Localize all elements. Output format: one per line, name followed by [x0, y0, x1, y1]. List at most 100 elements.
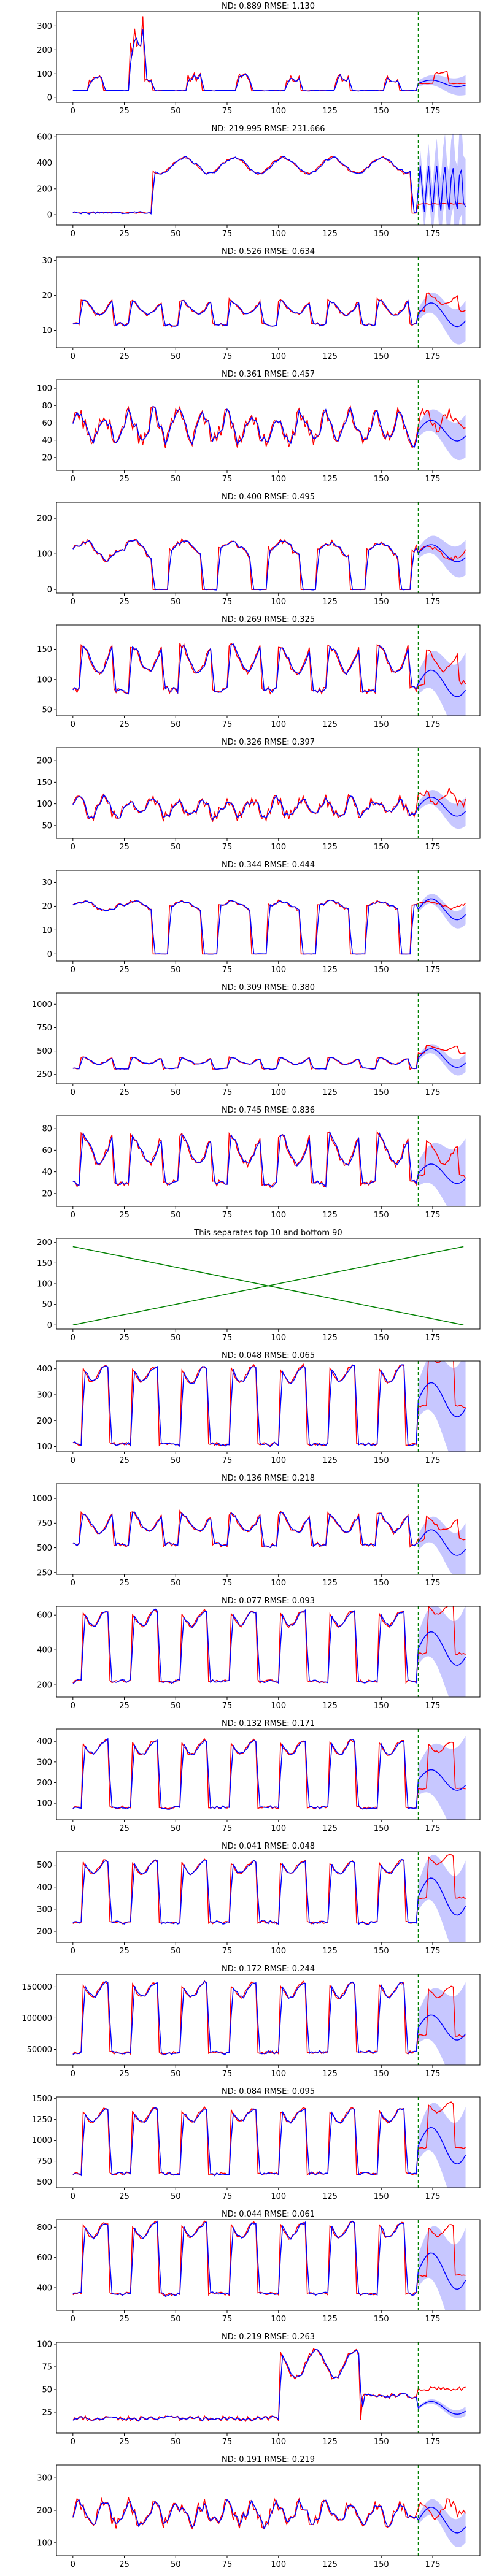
predicted-series-line [72, 1608, 466, 1685]
y-tick-label: 50000 [27, 2045, 52, 2055]
x-tick-label: 25 [119, 1088, 130, 1097]
x-tick-label: 100 [271, 2315, 286, 2324]
axes-frame [56, 1360, 481, 1452]
x-tick-label: 125 [322, 1824, 338, 1833]
axes-frame [56, 2096, 481, 2188]
plot-area [72, 1361, 466, 1452]
x-tick-label: 75 [222, 1701, 233, 1711]
actual-series-line [72, 292, 466, 328]
x-tick-label: 0 [71, 843, 75, 852]
axes-frame [56, 1606, 481, 1698]
predicted-series-line [72, 405, 466, 448]
y-tick-label: 100 [37, 385, 52, 394]
subplot-9: ND: 0.309 RMSE: 0.380 0 25 50 75 100 125 150 175… [32, 983, 481, 1097]
predicted-series-line [72, 1858, 466, 1925]
x-tick-label: 125 [322, 1701, 338, 1711]
y-tick-label: 400 [37, 1646, 52, 1655]
x-tick-label: 50 [171, 1824, 181, 1833]
predicted-series-line [72, 156, 466, 215]
x-tick-label: 100 [271, 1824, 286, 1833]
subplot-title: ND: 0.191 RMSE: 0.219 [222, 2455, 315, 2464]
plot-area [72, 2465, 466, 2556]
y-tick-label: 300 [37, 1905, 52, 1914]
x-tick-label: 150 [374, 1333, 389, 1343]
y-tick-label: 200 [37, 1238, 52, 1248]
x-tick-label: 0 [71, 2315, 75, 2324]
y-tick-label: 40 [42, 436, 52, 445]
x-tick-label: 150 [374, 2192, 389, 2201]
plot-area [72, 12, 466, 102]
x-tick-label: 100 [271, 2437, 286, 2447]
subplot-1: ND: 0.889 RMSE: 1.130 0 25 50 75 100 125 150 175… [37, 2, 481, 116]
x-tick-label: 125 [322, 1456, 338, 1465]
subplot-title: ND: 0.400 RMSE: 0.495 [222, 493, 315, 502]
x-tick-label: 0 [71, 597, 75, 607]
predicted-series-line [72, 1980, 466, 2056]
prediction-interval-band [418, 1138, 466, 1206]
predicted-series-line [72, 1048, 466, 1070]
x-tick-label: 125 [322, 2315, 338, 2324]
x-tick-label: 175 [425, 597, 441, 607]
x-tick-label: 75 [222, 597, 233, 607]
x-tick-label: 125 [322, 2069, 338, 2079]
actual-series-line [72, 537, 466, 590]
x-tick-label: 25 [119, 1579, 130, 1588]
x-tick-label: 75 [222, 2315, 233, 2324]
subplot-13: ND: 0.136 RMSE: 0.218 0 25 50 75 100 125 150 175… [32, 1474, 481, 1588]
subplot-2: ND: 219.995 RMSE: 231.666 0 25 50 75 100 125 15… [37, 125, 481, 239]
prediction-interval-band [418, 134, 466, 225]
plot-area [72, 502, 466, 593]
x-tick-label: 0 [71, 1824, 75, 1833]
separator-line-2 [72, 1246, 464, 1326]
x-tick-label: 100 [271, 1947, 286, 1956]
x-tick-label: 175 [425, 1701, 441, 1711]
axes-frame [56, 2219, 481, 2311]
y-tick-label: 200 [37, 1417, 52, 1426]
subplot-title: ND: 0.084 RMSE: 0.095 [222, 2087, 315, 2096]
y-tick-label: 150 [37, 1259, 52, 1268]
x-tick-label: 25 [119, 720, 130, 729]
x-tick-label: 75 [222, 1947, 233, 1956]
y-tick-label: 100000 [21, 2014, 52, 2023]
y-tick-label: 500 [37, 1047, 52, 1056]
x-tick-label: 175 [425, 2069, 441, 2079]
y-tick-label: 0 [47, 94, 52, 103]
plot-area [72, 380, 466, 470]
y-tick-label: 50 [42, 2385, 52, 2394]
y-tick-label: 100 [37, 1800, 52, 1809]
x-tick-label: 25 [119, 1824, 130, 1833]
plot-area [72, 2097, 466, 2188]
x-tick-label: 175 [425, 1947, 441, 1956]
subplot-15: ND: 0.132 RMSE: 0.171 0 25 50 75 100 125 150 175… [37, 1719, 481, 1833]
x-tick-label: 50 [171, 1579, 181, 1588]
x-tick-label: 50 [171, 229, 181, 239]
y-tick-label: 1000 [32, 1495, 52, 1504]
subplot-title: ND: 0.889 RMSE: 1.130 [222, 2, 315, 11]
x-tick-label: 125 [322, 475, 338, 484]
x-tick-label: 150 [374, 352, 389, 361]
y-tick-label: 100 [37, 70, 52, 79]
x-tick-label: 100 [271, 475, 286, 484]
y-tick-label: 800 [37, 2223, 52, 2233]
subplot-17: ND: 0.172 RMSE: 0.244 0 25 50 75 100 125 150 175… [21, 1965, 481, 2079]
prediction-interval-band [418, 1361, 466, 1452]
y-tick-label: 750 [37, 2157, 52, 2166]
x-tick-label: 175 [425, 2560, 441, 2569]
subplot-title: ND: 0.361 RMSE: 0.457 [222, 370, 315, 379]
x-tick-label: 25 [119, 1701, 130, 1711]
predicted-series-line [72, 1364, 466, 1447]
plot-area [72, 1606, 466, 1697]
y-tick-label: 1000 [32, 1000, 52, 1010]
y-tick-label: 100 [37, 1443, 52, 1452]
plot-area [72, 1852, 466, 1942]
x-tick-label: 150 [374, 720, 389, 729]
actual-series-line [72, 2220, 466, 2296]
subplot-11: This separates top 10 and bottom 90 0 25 50… [37, 1229, 481, 1343]
y-tick-label: 200 [37, 2507, 52, 2516]
y-tick-label: 60 [42, 419, 52, 428]
x-tick-label: 100 [271, 2192, 286, 2201]
x-tick-label: 0 [71, 1211, 75, 1220]
y-tick-label: 400 [37, 1738, 52, 1747]
x-tick-label: 50 [171, 2315, 181, 2324]
prediction-interval-band [418, 409, 466, 461]
